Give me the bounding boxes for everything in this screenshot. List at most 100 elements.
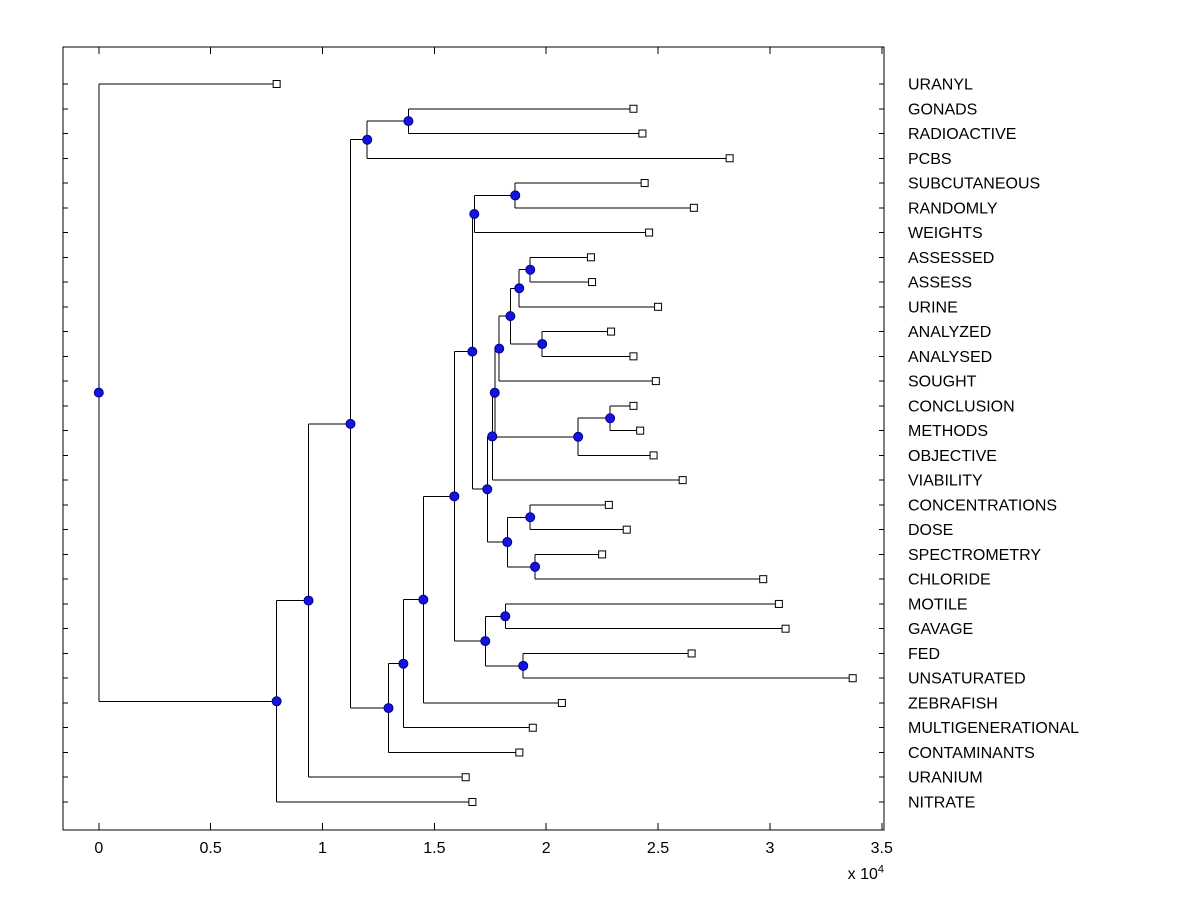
branch-node-marker: [469, 208, 480, 219]
branch-node-marker: [303, 595, 314, 606]
branch-node-marker: [514, 283, 525, 294]
leaf-label: ANALYSED: [908, 349, 992, 366]
leaf-label: CONTAMINANTS: [908, 745, 1035, 762]
leaf-label: VIABILITY: [908, 473, 983, 490]
leaf-marker: [528, 723, 537, 732]
x-tick-label: 2.5: [647, 840, 669, 857]
leaf-label: URANYL: [908, 77, 973, 94]
leaf-marker: [759, 575, 768, 584]
branch-node-marker: [482, 484, 493, 495]
leaf-label: NITRATE: [908, 795, 975, 812]
leaf-label: CONCLUSION: [908, 398, 1015, 415]
leaf-label: UNSATURATED: [908, 671, 1026, 688]
branch-node-marker: [537, 338, 548, 349]
branch-node-marker: [345, 418, 356, 429]
leaf-marker: [774, 599, 783, 608]
leaf-marker: [557, 698, 566, 707]
leaf-label: METHODS: [908, 423, 988, 440]
leaf-label: MULTIGENERATIONAL: [908, 720, 1079, 737]
branch-node-marker: [467, 346, 478, 357]
branch-node-marker: [525, 264, 536, 275]
leaf-label: GAVAGE: [908, 621, 973, 638]
leaf-marker: [678, 476, 687, 485]
leaf-label: SUBCUTANEOUS: [908, 176, 1040, 193]
branch-node-marker: [383, 703, 394, 714]
leaf-marker: [515, 748, 524, 757]
leaf-marker: [607, 327, 616, 336]
leaf-marker: [725, 154, 734, 163]
leaf-label: ASSESSED: [908, 250, 994, 267]
leaf-marker: [689, 203, 698, 212]
x-axis-exponent-prefix: x 10: [847, 866, 878, 883]
leaf-marker: [848, 674, 857, 683]
leaf-marker: [645, 228, 654, 237]
branch-node-marker: [573, 431, 584, 442]
branch-node-marker: [518, 660, 529, 671]
branch-node-marker: [505, 311, 516, 322]
branch-node-marker: [502, 537, 513, 548]
leaf-marker: [654, 302, 663, 311]
leaf-marker: [588, 278, 597, 287]
x-tick-label: 0.5: [200, 840, 222, 857]
leaf-marker: [629, 401, 638, 410]
tree-edges: [98, 83, 853, 803]
branch-node-marker: [500, 611, 511, 622]
leaf-label: ANALYZED: [908, 324, 991, 341]
x-tick-label: 1.5: [423, 840, 445, 857]
x-axis-exponent: x 104: [0, 863, 884, 884]
leaf-marker: [651, 377, 660, 386]
leaf-label: DOSE: [908, 522, 953, 539]
branch-node-marker: [489, 387, 500, 398]
x-tick-label: 0: [94, 840, 103, 857]
leaf-label: URINE: [908, 299, 958, 316]
branch-node-marker: [271, 696, 282, 707]
branch-node-marker: [530, 561, 541, 572]
leaf-label: CHLORIDE: [908, 572, 991, 589]
leaf-marker: [622, 525, 631, 534]
branch-node-marker: [480, 636, 491, 647]
leaf-marker: [586, 253, 595, 262]
branch-node-marker: [362, 134, 373, 145]
leaf-label: RANDOMLY: [908, 200, 998, 217]
leaf-marker: [638, 129, 647, 138]
branch-node-marker: [494, 343, 505, 354]
leaf-label: CONCENTRATIONS: [908, 497, 1057, 514]
branch-node-marker: [403, 116, 414, 127]
leaf-marker: [629, 104, 638, 113]
leaf-label: GONADS: [908, 101, 977, 118]
branch-node-marker: [487, 431, 498, 442]
leaf-marker: [687, 649, 696, 658]
leaf-marker: [640, 179, 649, 188]
axes-box: [62, 46, 885, 831]
x-tick-label: 1: [318, 840, 327, 857]
branch-node-marker: [398, 658, 409, 669]
leaf-label: SPECTROMETRY: [908, 547, 1041, 564]
branch-node-marker: [605, 413, 616, 424]
leaf-marker: [598, 550, 607, 559]
leaf-marker: [781, 624, 790, 633]
leaf-marker: [272, 80, 281, 88]
leaf-marker: [636, 426, 645, 435]
leaf-marker: [629, 352, 638, 361]
leaf-marker: [461, 773, 470, 782]
leaf-label: WEIGHTS: [908, 225, 983, 242]
leaf-label: OBJECTIVE: [908, 448, 997, 465]
leaf-label: FED: [908, 646, 940, 663]
leaf-label: ZEBRAFISH: [908, 695, 998, 712]
leaf-label: ASSESS: [908, 275, 972, 292]
leaf-marker: [604, 500, 613, 509]
leaf-label: PCBS: [908, 151, 952, 168]
x-tick-label: 2: [542, 840, 551, 857]
branch-node-marker: [449, 491, 460, 502]
leaf-marker: [468, 798, 477, 806]
x-tick-label: 3: [765, 840, 774, 857]
branch-node-marker: [418, 594, 429, 605]
x-axis-exponent-power: 4: [877, 863, 884, 876]
x-tick-label: 3.5: [871, 840, 893, 857]
leaf-marker: [649, 451, 658, 460]
leaf-label: URANIUM: [908, 770, 983, 787]
leaf-label: RADIOACTIVE: [908, 126, 1016, 143]
node-markers: [93, 80, 857, 806]
